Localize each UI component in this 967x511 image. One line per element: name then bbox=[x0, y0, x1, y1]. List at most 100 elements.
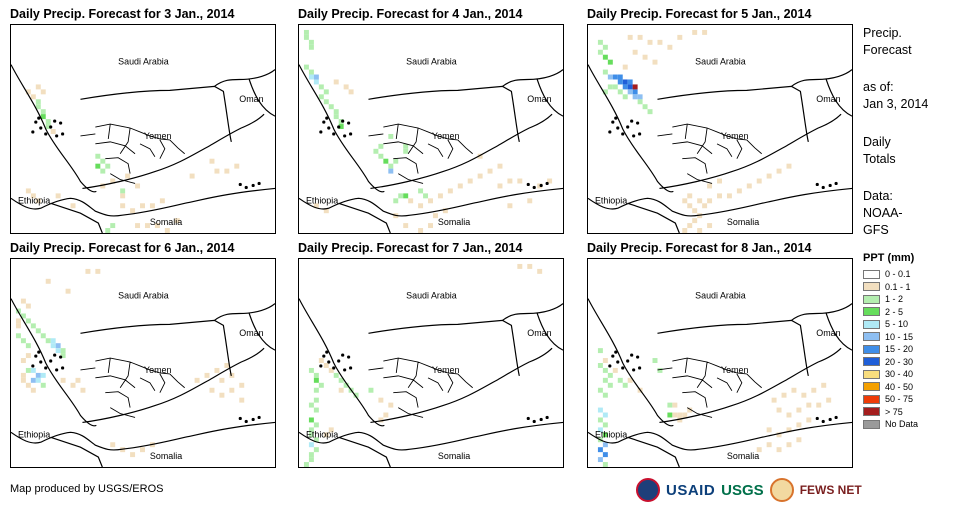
island-dot bbox=[53, 353, 57, 357]
precip-cell bbox=[30, 94, 36, 100]
legend-label: 40 - 50 bbox=[885, 381, 914, 392]
precip-cell bbox=[388, 133, 394, 139]
legend-label: 20 - 30 bbox=[885, 356, 914, 367]
legend-item: > 75 bbox=[863, 406, 918, 419]
precip-cell bbox=[602, 442, 608, 448]
precip-cell bbox=[617, 79, 623, 85]
precip-cell bbox=[677, 34, 683, 40]
legend-swatch bbox=[863, 307, 880, 317]
precip-cell bbox=[35, 99, 41, 105]
island-dot bbox=[31, 130, 35, 134]
precip-cell bbox=[697, 228, 703, 233]
country-label-ethiopia: Ethiopia bbox=[18, 195, 50, 205]
precip-cell bbox=[687, 193, 693, 199]
precip-cell bbox=[313, 377, 319, 383]
yemenInner-line bbox=[657, 357, 762, 418]
country-label-oman: Oman bbox=[816, 94, 840, 104]
map-graphic: Saudi Arabia Oman Yemen Ethiopia Somalia bbox=[299, 29, 563, 233]
precip-cell bbox=[682, 228, 688, 233]
precip-cell bbox=[100, 158, 106, 164]
precip-cell bbox=[702, 203, 708, 209]
precip-cell bbox=[55, 348, 61, 354]
island-dot bbox=[53, 119, 57, 123]
forecast-map-1: Saudi Arabia Oman Yemen Ethiopia Somalia bbox=[10, 24, 276, 234]
precip-cell bbox=[313, 203, 319, 209]
precip-cell bbox=[697, 198, 703, 204]
precip-cell bbox=[239, 397, 245, 403]
precip-cell bbox=[55, 193, 61, 199]
country-label-oman: Oman bbox=[527, 328, 551, 338]
precip-cell bbox=[756, 178, 762, 184]
side-totals: Daily Totals bbox=[863, 134, 896, 168]
legend-swatch bbox=[863, 332, 880, 342]
side-title-line1: Precip. bbox=[863, 26, 902, 40]
yemenCoast-line bbox=[659, 347, 842, 424]
map-graphic: Saudi Arabia Oman Yemen Ethiopia Somalia bbox=[11, 268, 275, 467]
precip-cell bbox=[25, 303, 31, 309]
island-dot bbox=[37, 116, 41, 120]
precip-cell bbox=[105, 163, 111, 169]
legend-item: 1 - 2 bbox=[863, 293, 918, 306]
country-label-saudi_arabia: Saudi Arabia bbox=[695, 291, 746, 301]
precip-cell bbox=[786, 427, 792, 433]
precip-cell bbox=[35, 377, 41, 383]
precip-cell bbox=[766, 442, 772, 448]
island-dot bbox=[238, 416, 242, 421]
legend-swatch bbox=[863, 407, 880, 417]
island-dot bbox=[37, 350, 41, 354]
island-dot bbox=[327, 360, 331, 364]
precip-cell bbox=[667, 402, 673, 408]
precip-cell bbox=[95, 163, 101, 169]
precip-cell bbox=[308, 39, 314, 45]
precip-cell bbox=[457, 183, 463, 189]
precip-cell bbox=[692, 29, 698, 35]
precip-cell bbox=[403, 193, 409, 199]
precip-cell bbox=[687, 407, 693, 413]
precip-cell bbox=[40, 372, 46, 378]
country-label-yemen: Yemen bbox=[432, 365, 459, 375]
precip-cell bbox=[40, 114, 46, 120]
precip-cell bbox=[627, 89, 633, 95]
precip-cell bbox=[338, 124, 344, 129]
precip-cell bbox=[597, 39, 603, 45]
side-totals-line2: Totals bbox=[863, 152, 896, 166]
ethiopiaBorder-line bbox=[50, 202, 103, 233]
island-dot bbox=[638, 132, 642, 136]
precip-cell bbox=[726, 193, 732, 199]
precip-cell bbox=[15, 333, 21, 339]
forecast-map-3: Saudi Arabia Oman Yemen Ethiopia Somalia bbox=[587, 24, 853, 234]
precip-cell bbox=[15, 323, 21, 329]
precip-cell bbox=[15, 318, 21, 324]
precip-cell bbox=[602, 462, 608, 467]
legend-swatch bbox=[863, 282, 880, 292]
precip-cell bbox=[617, 89, 623, 95]
precip-cell bbox=[692, 208, 698, 214]
precip-cell bbox=[786, 412, 792, 418]
precip-cell bbox=[80, 387, 86, 393]
precip-cell bbox=[25, 343, 31, 349]
island-dot bbox=[322, 354, 326, 358]
island-dot bbox=[55, 368, 59, 372]
precip-cell bbox=[20, 338, 26, 344]
precip-cell bbox=[612, 84, 618, 90]
yemenInner-line bbox=[368, 123, 473, 184]
precip-cell bbox=[607, 372, 613, 378]
precip-cell bbox=[303, 64, 309, 70]
precip-cell bbox=[353, 392, 359, 398]
precip-cell bbox=[189, 173, 195, 179]
precip-cell bbox=[234, 163, 240, 169]
island-dot bbox=[34, 354, 38, 358]
precip-cell bbox=[776, 168, 782, 174]
precip-cell bbox=[652, 358, 658, 363]
island-dot bbox=[341, 119, 345, 123]
legend-swatch bbox=[863, 294, 880, 304]
island-dot bbox=[49, 125, 53, 129]
saudiBorder-line bbox=[657, 85, 809, 143]
precip-cell bbox=[756, 447, 762, 453]
ethiopiaBorder-line bbox=[338, 202, 391, 233]
precip-cell bbox=[60, 348, 66, 354]
legend-label: 5 - 10 bbox=[885, 319, 909, 330]
saudiBorder-line bbox=[80, 319, 232, 377]
country-label-somalia: Somalia bbox=[150, 451, 182, 461]
precip-cell bbox=[20, 298, 26, 304]
